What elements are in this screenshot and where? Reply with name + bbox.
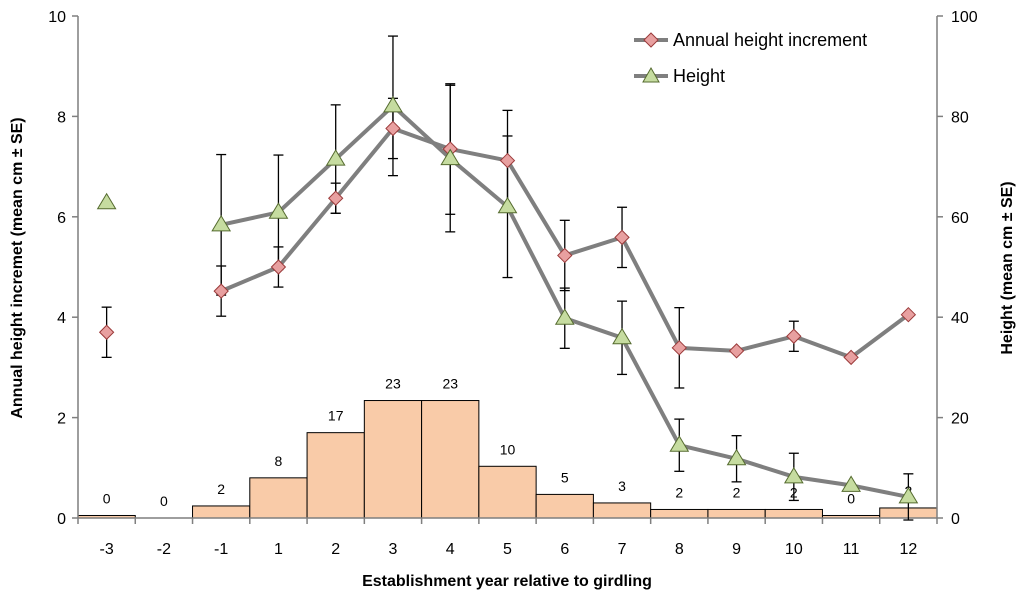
bar-3 bbox=[363, 400, 423, 519]
right-tick-label-80: 80 bbox=[951, 109, 969, 126]
bar-label-3: 23 bbox=[385, 376, 401, 392]
x-tick-label-1: 1 bbox=[274, 541, 283, 558]
increment-point-5 bbox=[499, 152, 516, 169]
left-tick-label-6: 6 bbox=[57, 210, 66, 227]
left-y-axis-title: Annual height incremet (mean cm ± SE) bbox=[9, 117, 26, 418]
x-tick-label-10: 10 bbox=[785, 541, 803, 558]
increment-point-11 bbox=[843, 349, 859, 366]
increment-point-9 bbox=[728, 343, 745, 359]
x-tick-label-8: 8 bbox=[675, 541, 684, 558]
bar-9 bbox=[707, 508, 766, 519]
right-tick-label-60: 60 bbox=[951, 210, 969, 227]
x-axis-title: Establishment year relative to girdling bbox=[362, 573, 652, 590]
legend-label-increment: Annual height increment bbox=[673, 30, 867, 50]
bar-label-5: 10 bbox=[500, 441, 516, 457]
right-y-axis-title: Height (mean cm ± SE) bbox=[999, 181, 1016, 354]
left-tick-label-0: 0 bbox=[57, 511, 66, 528]
axes-layer bbox=[77, 16, 938, 519]
bar-label-1: 8 bbox=[275, 453, 283, 469]
bar-4 bbox=[421, 400, 480, 519]
height-point-12 bbox=[898, 486, 919, 504]
bar-2 bbox=[306, 432, 365, 519]
markers-layer bbox=[96, 95, 919, 504]
bar-label-11: 0 bbox=[847, 490, 855, 506]
height-point--3 bbox=[96, 192, 117, 210]
bar-label-6: 5 bbox=[561, 469, 569, 485]
left-tick-label-10: 10 bbox=[48, 9, 66, 26]
right-tick-label-20: 20 bbox=[951, 411, 969, 428]
increment-point--1 bbox=[213, 283, 229, 299]
bar-10 bbox=[764, 508, 823, 519]
increment-point-8 bbox=[671, 340, 688, 356]
height-point-7 bbox=[612, 327, 632, 345]
height-point-3 bbox=[383, 95, 403, 113]
height-point-4 bbox=[440, 148, 461, 166]
height-point-2 bbox=[325, 149, 346, 166]
increment-point-6 bbox=[557, 247, 573, 264]
x-tick-label-5: 5 bbox=[503, 541, 512, 558]
height-point-11 bbox=[841, 475, 861, 492]
x-tick-label-9: 9 bbox=[732, 541, 741, 558]
x-tick-label--1: -1 bbox=[214, 541, 228, 558]
x-tick-label-2: 2 bbox=[331, 541, 340, 558]
bar-8 bbox=[650, 508, 709, 519]
bar-label-8: 2 bbox=[675, 484, 683, 500]
left-tick-label-4: 4 bbox=[57, 310, 66, 327]
bar-label-7: 3 bbox=[618, 478, 626, 494]
left-tick-label-2: 2 bbox=[57, 411, 66, 428]
increment-point-2 bbox=[327, 190, 344, 206]
height-point-9 bbox=[726, 448, 747, 466]
bars-layer bbox=[77, 400, 938, 519]
height-point-6 bbox=[554, 308, 575, 325]
bar-5 bbox=[478, 465, 537, 519]
height-point--1 bbox=[211, 214, 232, 232]
right-tick-label-40: 40 bbox=[951, 310, 969, 327]
left-tick-label-8: 8 bbox=[57, 109, 66, 126]
increment-point--3 bbox=[98, 324, 115, 340]
increment-point-3 bbox=[385, 120, 401, 137]
legend-marker-increment bbox=[643, 32, 659, 48]
bar--1 bbox=[192, 505, 251, 519]
right-tick-label-0: 0 bbox=[951, 511, 960, 528]
right-tick-label-100: 100 bbox=[951, 9, 978, 26]
bar-label-9: 2 bbox=[733, 484, 741, 500]
height-point-10 bbox=[783, 466, 804, 484]
increment-point-1 bbox=[270, 259, 287, 275]
height-point-1 bbox=[268, 202, 289, 219]
increment-point-12 bbox=[900, 306, 917, 323]
height-point-8 bbox=[669, 435, 690, 452]
x-tick-label-4: 4 bbox=[446, 541, 455, 558]
bar-label-2: 17 bbox=[328, 408, 344, 424]
x-tick-label-11: 11 bbox=[843, 541, 860, 558]
bar-label--2: 0 bbox=[160, 493, 168, 509]
x-tick-label-7: 7 bbox=[618, 541, 627, 558]
x-tick-label--3: -3 bbox=[100, 541, 114, 558]
bar-1 bbox=[249, 477, 308, 519]
height-point-5 bbox=[497, 196, 518, 214]
bar-7 bbox=[592, 502, 652, 519]
legend: Annual height increment Height bbox=[634, 30, 867, 86]
x-tick-label--2: -2 bbox=[157, 541, 171, 558]
increment-point-7 bbox=[614, 229, 630, 246]
legend-label-height: Height bbox=[673, 66, 725, 86]
x-tick-label-12: 12 bbox=[899, 541, 917, 558]
bar-label--1: 2 bbox=[217, 481, 225, 497]
increment-point-10 bbox=[786, 328, 802, 344]
x-tick-label-6: 6 bbox=[560, 541, 569, 558]
bar-6 bbox=[535, 493, 594, 519]
x-tick-label-3: 3 bbox=[389, 541, 398, 558]
legend-marker-height bbox=[642, 66, 660, 83]
bar-label--3: 0 bbox=[103, 490, 111, 506]
bar-label-4: 23 bbox=[442, 376, 458, 392]
